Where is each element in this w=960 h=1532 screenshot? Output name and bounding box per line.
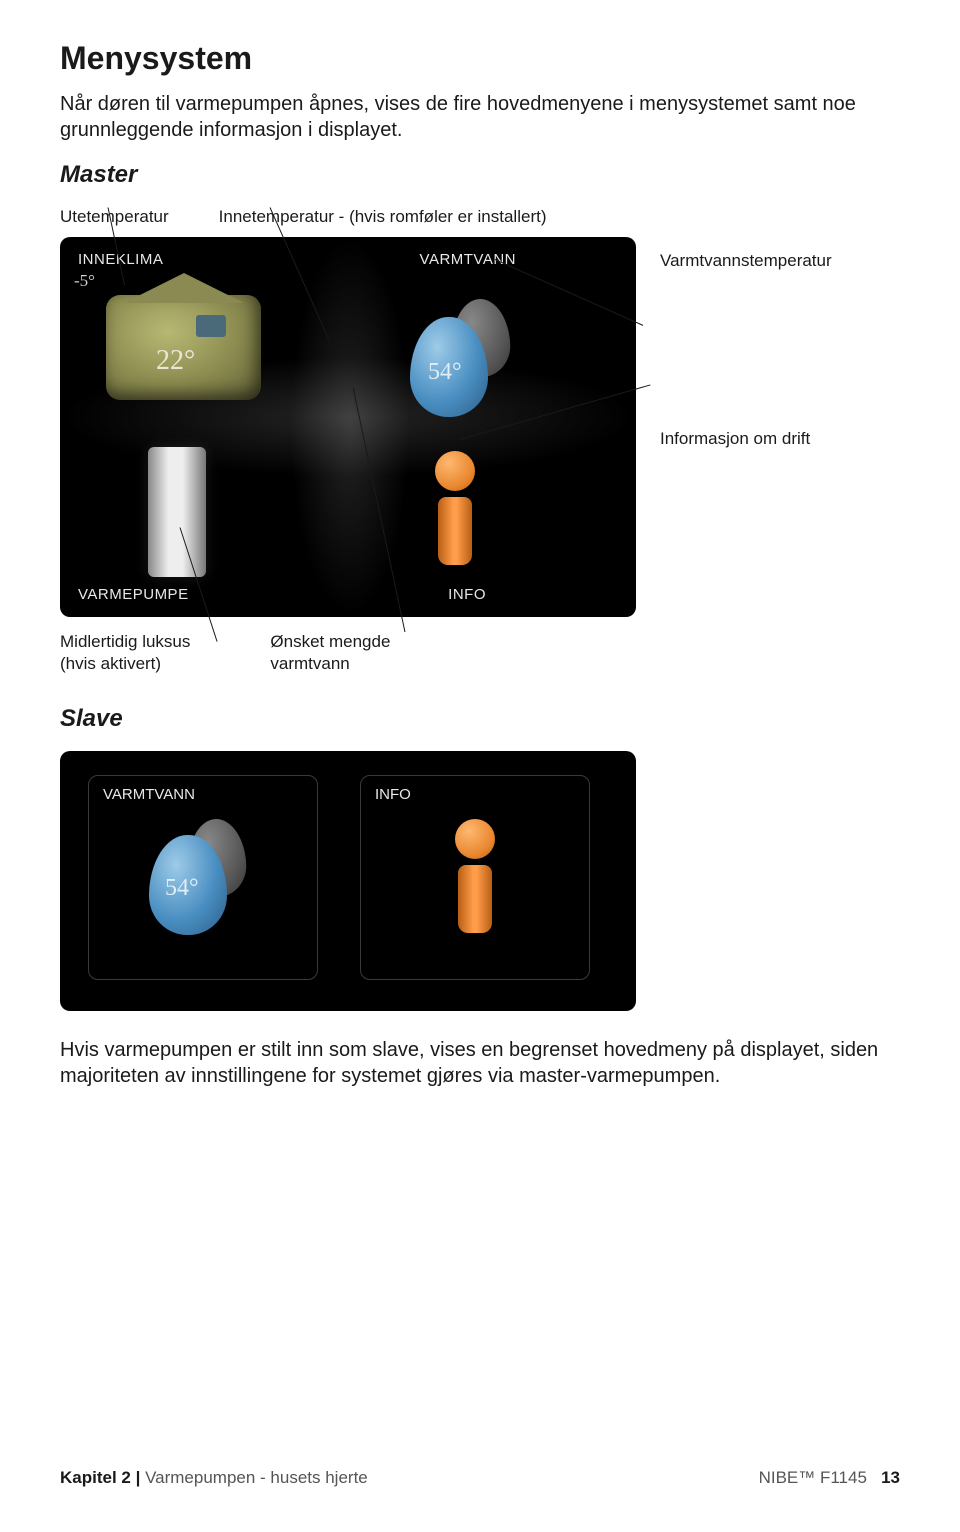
info-icon: [420, 451, 490, 571]
menu-varmtvann: VARMTVANN: [420, 251, 516, 268]
slave-water-temp: 54°: [165, 875, 199, 902]
slave-paragraph: Hvis varmepumpen er stilt inn som slave,…: [60, 1037, 900, 1089]
water-drop-icon: 54°: [380, 289, 550, 419]
footer-chapter: Kapitel 2 | Varmepumpen - husets hjerte: [60, 1468, 368, 1488]
master-heading: Master: [60, 161, 900, 189]
master-figure: Utetemperatur Innetemperatur - (hvis rom…: [60, 207, 900, 675]
menu-info: INFO: [448, 586, 486, 603]
slave-display: VARMTVANN 54° INFO: [60, 751, 636, 1011]
footer-product-page: NIBE™ F1145 13: [759, 1468, 900, 1488]
house-icon: 22°: [106, 295, 261, 400]
label-informasjon: Informasjon om drift: [660, 429, 810, 449]
slave-heading: Slave: [60, 705, 900, 733]
caption-onsket-mengde: Ønsket mengde varmtvann: [270, 631, 390, 675]
caption-midlertidig-luksus: Midlertidig luksus (hvis aktivert): [60, 631, 190, 675]
page-footer: Kapitel 2 | Varmepumpen - husets hjerte …: [60, 1468, 900, 1488]
label-innetemperatur: Innetemperatur - (hvis romføler er insta…: [219, 207, 547, 227]
indoor-temp: 22°: [156, 345, 195, 377]
master-display: INNEKLIMA VARMTVANN VARMEPUMPE INFO -5° …: [60, 237, 636, 617]
label-varmtvannstemperatur: Varmtvannstemperatur: [660, 251, 832, 271]
slave-panel-info: INFO: [360, 775, 590, 980]
outdoor-temp: -5°: [74, 271, 95, 291]
slave-panel-varmtvann: VARMTVANN 54°: [88, 775, 318, 980]
slave-menu-varmtvann: VARMTVANN: [103, 776, 195, 803]
slave-menu-info: INFO: [375, 776, 411, 803]
menu-varmepumpe: VARMEPUMPE: [78, 586, 189, 603]
label-utetemperatur: Utetemperatur: [60, 207, 169, 227]
heatpump-icon: [148, 447, 206, 577]
page-title: Menysystem: [60, 40, 900, 77]
water-temp: 54°: [428, 359, 462, 386]
intro-text: Når døren til varmepumpen åpnes, vises d…: [60, 91, 900, 143]
